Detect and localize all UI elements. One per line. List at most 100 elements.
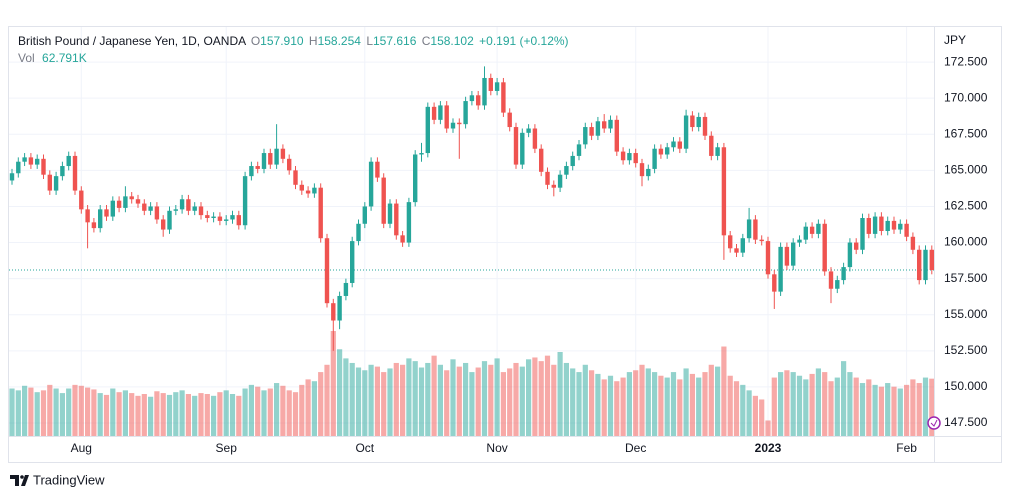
volume-bar [318,372,324,436]
candle-body [230,215,235,220]
candle-body [22,157,27,162]
volume-bar [198,393,204,436]
candle-body [702,116,708,136]
candle-body [797,239,802,243]
candle-body [110,200,115,217]
volume-bar [387,368,393,436]
volume-bar [406,358,412,436]
candle-body [759,239,764,242]
candle-body [249,166,254,177]
candle-body [116,200,122,208]
volume-bar [922,377,929,436]
volume-bar [847,372,853,436]
volume-bar [267,388,273,436]
volume-bar [179,390,185,436]
candle-body [368,161,374,207]
volume-bar [866,379,872,436]
candle-body [879,216,884,231]
volume-bar [450,359,456,436]
candle-body [614,119,619,152]
candle-body [356,223,361,242]
candle-body [482,77,487,106]
volume-bar [192,395,198,436]
y-tick-label: 162.500 [944,199,988,213]
candle-body [885,220,890,231]
volume-bar [859,383,866,436]
candle-body [866,218,871,234]
candle-body [608,119,613,129]
candle-body [891,220,897,230]
volume-bar [689,373,695,436]
candle-body [381,177,386,224]
candle-body [431,106,437,120]
candle-body [627,153,632,161]
volume-bar [204,394,210,436]
ohlc-value: 157.910 [260,34,304,48]
volume-bar [72,384,78,436]
volume-bar [488,364,494,436]
candle-body [822,223,827,272]
candle-body [41,158,46,175]
candle-body [104,209,109,217]
candle-body [910,236,916,250]
candle-body [513,127,519,165]
indicator-badge[interactable] [927,416,941,430]
volume-bar [872,384,878,436]
brand-logo[interactable]: TradingView [10,472,105,487]
volume-bar [261,390,267,436]
volume-bar [305,379,311,436]
candle-body [734,248,739,253]
volume-bar [620,377,626,436]
volume-bar [185,394,191,436]
candle-body [91,222,97,229]
volume-bar [15,390,21,436]
candle-body [639,163,645,177]
volume-legend: Vol 62.791K [18,51,87,65]
volume-bar [904,384,910,436]
volume-bar [614,381,620,436]
candle-body [406,202,412,243]
candle-body [261,153,267,169]
volume-bar [513,362,519,436]
candle-body [211,216,216,219]
volume-pane [9,331,934,436]
volume-bar [828,381,834,436]
volume-bar [381,372,387,436]
volume-bar [778,372,784,436]
volume-bar [576,372,582,436]
candle-body [646,168,651,177]
candle-body [299,184,304,191]
candle-body [778,246,783,292]
volume-bar [652,372,658,436]
candle-body [860,218,865,250]
candle-body [721,147,727,236]
ohlc-value: 158.102 [430,34,474,48]
candle-body [205,215,210,219]
volume-bar [223,390,229,436]
candle-body [602,121,607,129]
volume-bar [929,378,934,436]
volume-bar [236,395,242,436]
volume-bar [796,375,803,436]
volume-bar [721,346,727,436]
candle-body [696,116,701,128]
volume-bar [765,420,771,436]
candle-body [362,206,367,224]
logo-shape [10,475,19,486]
y-tick-label: 167.500 [944,126,988,140]
candle-body [450,122,456,129]
candle-body [375,161,380,178]
volume-bar [110,388,116,436]
volume-bar [22,385,28,436]
y-tick-label: 170.000 [944,90,988,104]
candle-body [318,187,323,239]
volume-bar [28,387,34,436]
candle-body [312,187,317,194]
volume-bar [834,377,840,436]
y-tick-label: 160.000 [944,235,988,249]
volume-bar [148,396,154,436]
candle-body [66,155,71,167]
candle-body [507,112,512,128]
y-tick-label: 152.500 [944,343,988,357]
candle-body [917,249,922,281]
